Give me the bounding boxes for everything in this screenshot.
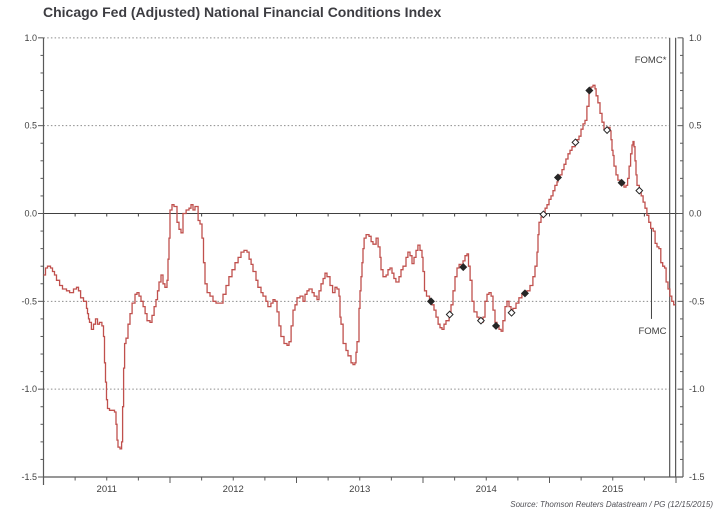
fomc-meeting-marker-filled bbox=[617, 178, 626, 187]
fomc-meeting-marker-open bbox=[539, 210, 548, 219]
source-note: Source: Thomson Reuters Datastream / PG … bbox=[510, 500, 713, 509]
y-axis-label-right: -1.5 bbox=[689, 472, 705, 482]
fomc-meeting-marker-filled bbox=[491, 321, 500, 330]
x-axis-year-label: 2015 bbox=[602, 484, 623, 495]
y-axis-label-left: -0.5 bbox=[21, 296, 37, 306]
fomc-meeting-marker-filled bbox=[426, 297, 435, 306]
fomc-meeting-marker-filled bbox=[585, 86, 594, 95]
y-axis-label-right: -0.5 bbox=[689, 296, 705, 306]
fomc-upcoming-label: FOMC* bbox=[635, 55, 667, 66]
y-axis-label-left: 0.0 bbox=[24, 209, 37, 219]
x-axis-year-label: 2011 bbox=[97, 484, 117, 495]
y-axis-label-left: -1.5 bbox=[21, 472, 37, 482]
y-axis-label-left: 0.5 bbox=[24, 121, 37, 131]
fomc-meeting-marker-open bbox=[445, 310, 454, 319]
y-axis-label-right: 0.5 bbox=[689, 121, 702, 131]
y-axis-label-left: -1.0 bbox=[21, 384, 37, 394]
fomc-meeting-marker-open bbox=[635, 186, 644, 195]
x-axis-year-label: 2012 bbox=[223, 484, 244, 495]
fomc-meeting-marker-open bbox=[571, 138, 580, 147]
fomc-meeting-marker-open bbox=[476, 316, 485, 325]
y-axis-label-right: 0.0 bbox=[689, 209, 702, 219]
chart-title: Chicago Fed (Adjusted) National Financia… bbox=[43, 4, 442, 20]
x-axis-year-label: 2013 bbox=[349, 484, 370, 495]
fomc-meeting-marker-filled bbox=[553, 173, 562, 182]
fomc-meeting-marker-filled bbox=[459, 263, 468, 272]
fomc-meeting-marker-filled bbox=[520, 289, 529, 298]
x-axis-year-label: 2014 bbox=[476, 484, 497, 495]
fomc-meeting-marker-open bbox=[507, 308, 516, 317]
y-axis-label-left: 1.0 bbox=[24, 33, 37, 43]
data-line bbox=[43, 84, 676, 450]
y-axis-label-right: -1.0 bbox=[689, 384, 705, 394]
fomc-meeting-marker-open bbox=[603, 126, 612, 135]
y-axis-label-right: 1.0 bbox=[689, 33, 702, 43]
fomc-recent-label: FOMC bbox=[638, 326, 666, 337]
